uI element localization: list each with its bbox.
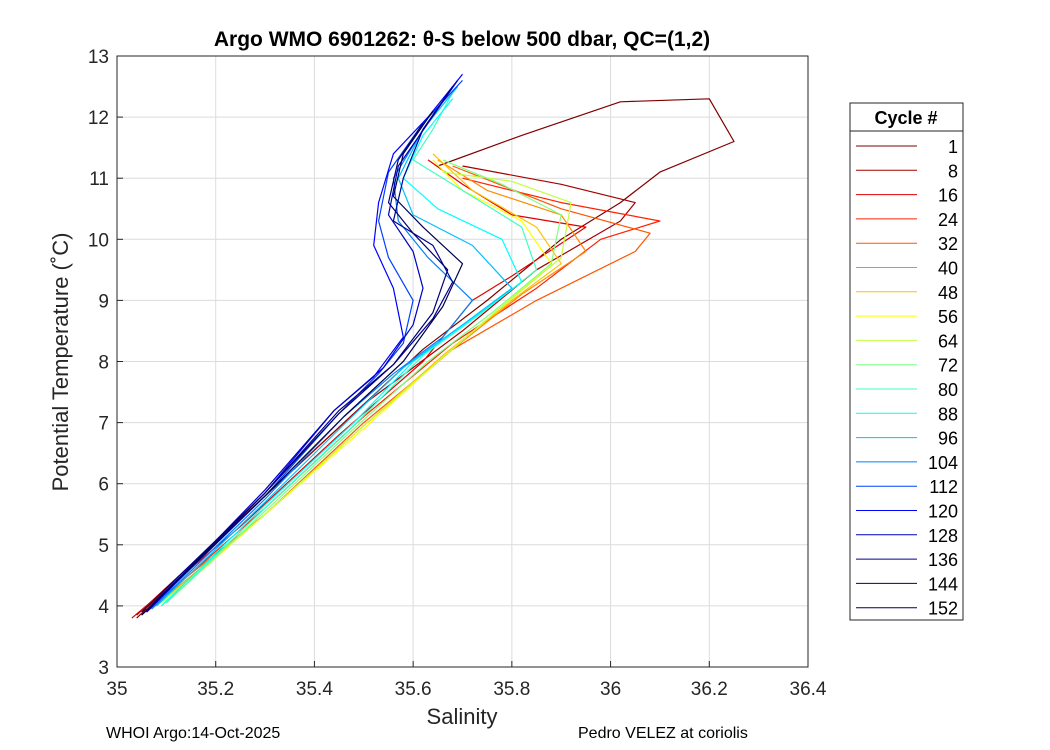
series-group (131, 73, 735, 619)
x-tick-label: 36.4 (790, 679, 827, 700)
y-tick-label: 9 (98, 291, 109, 312)
series-line-cycle-64 (161, 171, 572, 604)
x-tick-label: 36.2 (691, 679, 728, 700)
legend-label-cycle-152: 152 (928, 599, 958, 619)
legend-label-cycle-144: 144 (928, 574, 958, 594)
series-line-cycle-152 (141, 110, 464, 616)
series-line-cycle-88 (160, 98, 523, 607)
series-line-cycle-80 (165, 92, 538, 604)
y-axis-label: Potential Temperature (˚C) (48, 233, 73, 492)
legend-label-cycle-1: 1 (948, 137, 958, 157)
series-line-cycle-104 (151, 80, 473, 610)
legend-label-cycle-96: 96 (938, 429, 958, 449)
x-tick-label: 35.2 (197, 679, 234, 700)
legend-label-cycle-128: 128 (928, 526, 958, 546)
footer-left-credit: WHOI Argo:14-Oct-2025 (106, 725, 281, 742)
y-tick-label: 11 (89, 169, 109, 190)
x-tick-label: 35 (106, 679, 127, 700)
series-line-cycle-136 (141, 86, 454, 613)
x-tick-label: 35.6 (395, 679, 432, 700)
legend-label-cycle-80: 80 (938, 380, 958, 400)
y-tick-label: 13 (88, 47, 109, 68)
x-tick-label: 36 (600, 679, 621, 700)
legend-label-cycle-120: 120 (928, 502, 958, 522)
legend-label-cycle-136: 136 (928, 550, 958, 570)
y-tick-label: 4 (98, 597, 109, 618)
footer-right-credit: Pedro VELEZ at coriolis (578, 725, 748, 742)
y-axis-ticks: 3 4 5 6 7 8 9 10 11 12 13 (88, 47, 123, 679)
y-tick-label: 12 (88, 108, 109, 129)
legend-entries: 1 8 16 24 32 40 48 56 64 72 80 88 96 104 112 120 128 136 1… (856, 137, 958, 619)
legend-label-cycle-64: 64 (938, 331, 958, 351)
legend-label-cycle-72: 72 (938, 356, 958, 376)
y-tick-label: 6 (98, 475, 109, 496)
y-tick-label: 7 (98, 414, 109, 435)
y-tick-label: 10 (88, 230, 109, 251)
chart-title: Argo WMO 6901262: θ-S below 500 dbar, QC… (214, 28, 710, 51)
legend-label-cycle-112: 112 (929, 477, 958, 497)
y-tick-label: 3 (98, 658, 109, 679)
legend-label-cycle-32: 32 (938, 234, 958, 254)
x-axis-ticks: 35 35.2 35.4 35.6 35.8 36 36.2 36.4 (106, 661, 827, 700)
legend-label-cycle-8: 8 (948, 161, 958, 181)
series-line-cycle-128 (146, 80, 459, 613)
x-tick-label: 35.8 (493, 679, 530, 700)
y-tick-label: 5 (98, 536, 109, 557)
legend-box (849, 102, 964, 621)
legend-label-cycle-40: 40 (938, 259, 958, 279)
legend: Cycle # 1 8 16 24 32 40 48 56 64 72 80 88 96 104 112 12… (849, 102, 964, 621)
series-line-cycle-32 (146, 165, 651, 610)
series-line-cycle-112 (146, 79, 463, 613)
series-line-cycle-96 (156, 86, 513, 607)
legend-label-cycle-24: 24 (938, 210, 958, 230)
legend-label-cycle-56: 56 (938, 307, 958, 327)
legend-label-cycle-16: 16 (938, 186, 958, 206)
x-axis-label: Salinity (427, 704, 498, 729)
series-line-cycle-16 (131, 159, 587, 619)
legend-label-cycle-88: 88 (938, 404, 958, 424)
series-line-cycle-120 (146, 73, 463, 613)
legend-label-cycle-48: 48 (938, 283, 958, 303)
y-tick-label: 8 (98, 353, 109, 374)
series-line-cycle-144 (141, 122, 449, 616)
legend-label-cycle-104: 104 (928, 453, 958, 473)
series-line-cycle-72 (165, 159, 562, 604)
x-tick-label: 35.4 (296, 679, 333, 700)
legend-title: Cycle # (874, 108, 937, 128)
